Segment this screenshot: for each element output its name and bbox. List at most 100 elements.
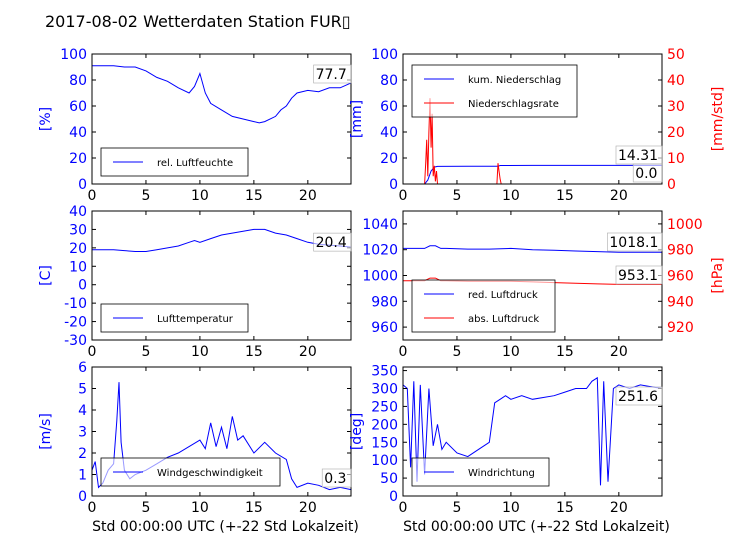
x-tick-label: 0 (399, 500, 408, 516)
y-tick-label: 20 (380, 151, 398, 167)
value-annotation-box (632, 163, 663, 183)
x-tick-label: 5 (141, 188, 150, 204)
y-tick-label-right: 920 (667, 320, 694, 336)
series-line-precip-1 (403, 98, 662, 184)
y-tick-label: 10 (69, 259, 87, 275)
legend-label: red. Luftdruck (468, 290, 538, 301)
x-tick-label: 15 (556, 500, 574, 516)
legend-label: Niederschlagsrate (468, 99, 559, 110)
chart-pressure: 0 5 10 15 20 960 980 1000 1020 1040 920 940 960 980 10… (362, 210, 726, 360)
x-tick-label: 20 (610, 500, 628, 516)
y-tick-label-right: 0 (667, 177, 676, 193)
figure-title: 2017-08-02 Wetterdaten Station FUR▯ (45, 12, 351, 31)
y-tick-label-right: 960 (667, 269, 694, 285)
x-tick-label: 20 (299, 500, 317, 516)
y-axis-label-right: [hPa] (710, 257, 726, 293)
value-annotation: 251.6 (618, 389, 658, 405)
y-tick-label: 250 (371, 399, 398, 415)
x-tick-label: 5 (452, 500, 461, 516)
y-tick-label: 1020 (362, 243, 398, 259)
y-tick-label: 20 (69, 241, 87, 257)
x-tick-label: 0 (88, 188, 97, 204)
series-line-windspeed-0 (92, 382, 351, 491)
y-tick-label: 150 (371, 435, 398, 451)
y-tick-label: -10 (64, 296, 87, 312)
legend-label: Windrichtung (468, 468, 535, 479)
y-tick-label-right: 1000 (667, 217, 703, 233)
value-annotation: 20.4 (316, 235, 347, 251)
y-axis-label-right: [mm/std] (710, 87, 726, 152)
y-tick-label: 40 (380, 125, 398, 141)
x-tick-label: 15 (245, 344, 263, 360)
value-annotation: 1018.1 (609, 235, 658, 251)
y-tick-label: 0 (78, 278, 87, 294)
y-tick-label: 0 (78, 177, 87, 193)
y-tick-label: 50 (380, 471, 398, 487)
axes-frame (91, 53, 352, 185)
y-tick-label: 2 (78, 446, 87, 462)
value-annotation: 0.0 (635, 166, 657, 182)
x-tick-label: 0 (88, 500, 97, 516)
y-tick-label: 30 (69, 222, 87, 238)
x-tick-label: 5 (141, 500, 150, 516)
y-tick-label: 200 (371, 417, 398, 433)
y-axis-label: [C] (38, 265, 54, 286)
y-tick-label: 100 (371, 47, 398, 63)
x-tick-label: 0 (399, 188, 408, 204)
y-tick-label-right: 30 (667, 99, 685, 115)
x-tick-label: 20 (299, 344, 317, 360)
y-tick-label: 4 (78, 403, 87, 419)
x-tick-label: 10 (502, 500, 520, 516)
axes-frame (402, 366, 663, 497)
axes-frame (402, 53, 663, 185)
chart-temperature: 0 5 10 15 20 -30 -20 -10 0 10 20 30 40 [C] Lufttempera… (38, 204, 352, 360)
legend-box (411, 279, 556, 333)
x-tick-label: 5 (141, 344, 150, 360)
x-tick-label: 20 (299, 188, 317, 204)
legend-label: Windgeschwindigkeit (157, 468, 263, 479)
y-tick-label: 40 (69, 125, 87, 141)
y-tick-label-right: 40 (667, 73, 685, 89)
y-tick-label: 3 (78, 425, 87, 441)
y-tick-label-right: 940 (667, 294, 694, 310)
y-tick-label: 20 (69, 151, 87, 167)
x-tick-label: 10 (502, 188, 520, 204)
x-axis-label: Std 00:00:00 UTC (+-22 Std Lokalzeit) (92, 519, 359, 535)
y-axis-label: [mm] (349, 100, 365, 138)
x-tick-label: 15 (556, 188, 574, 204)
y-tick-label: 60 (69, 99, 87, 115)
y-tick-label: -30 (64, 333, 87, 349)
legend-label: abs. Luftdruck (468, 314, 539, 325)
y-tick-label: 80 (380, 73, 398, 89)
axes-frame (91, 210, 352, 341)
y-tick-label: 350 (371, 364, 398, 380)
y-tick-label: -20 (64, 315, 87, 331)
y-tick-label: 0 (389, 489, 398, 505)
value-annotation: 953.1 (618, 268, 658, 284)
value-annotation-box (321, 468, 352, 488)
x-tick-label: 20 (610, 188, 628, 204)
series-line-humidity-0 (92, 65, 351, 124)
legend-label: rel. Luftfeuchte (157, 158, 233, 169)
x-tick-label: 15 (245, 500, 263, 516)
value-annotation-box (313, 232, 352, 252)
y-axis-label: [m/s] (38, 413, 54, 450)
x-tick-label: 15 (245, 188, 263, 204)
y-axis-label: [deg] (349, 413, 365, 450)
y-tick-label: 960 (371, 320, 398, 336)
value-annotation-box (607, 232, 663, 252)
y-tick-label: 40 (69, 204, 87, 220)
y-tick-label: 1000 (362, 269, 398, 285)
x-tick-label: 10 (502, 344, 520, 360)
x-tick-label: 10 (191, 500, 209, 516)
value-annotation: 14.31 (618, 148, 658, 164)
y-tick-label: 6 (78, 360, 87, 376)
series-line-precip-0 (403, 164, 662, 184)
y-tick-label: 300 (371, 382, 398, 398)
series-line-pressure-0 (403, 245, 662, 253)
x-tick-label: 5 (452, 188, 461, 204)
